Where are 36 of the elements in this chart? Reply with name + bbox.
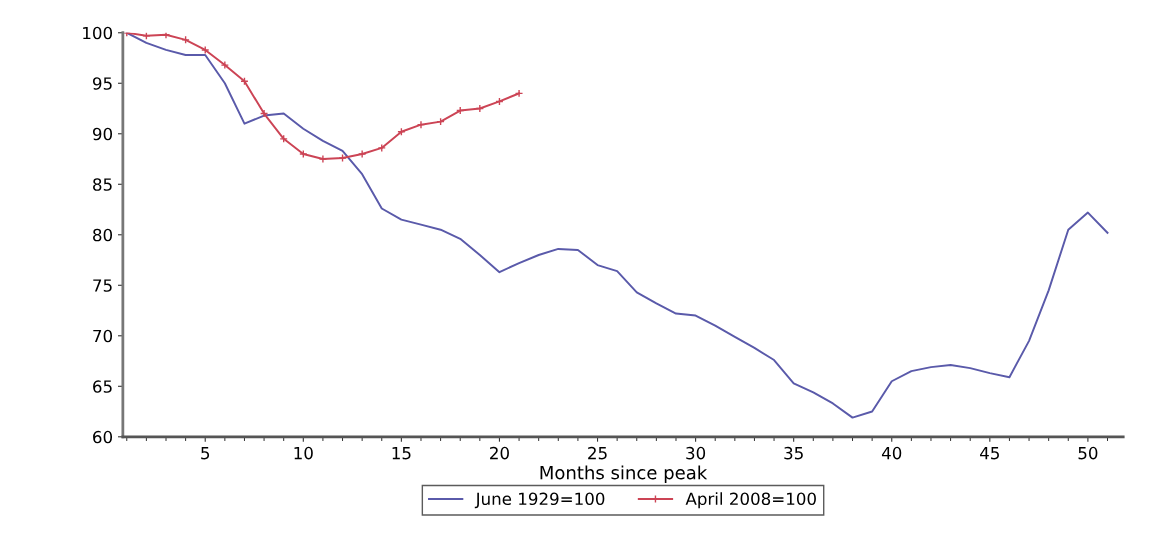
x-tick-label: 35 [784, 446, 803, 460]
y-tick-label: 80 [93, 228, 113, 242]
x-tick-label: 5 [201, 447, 210, 460]
x-tick-label: 25 [588, 446, 607, 460]
x-tick-label: 45 [980, 447, 999, 460]
point [318, 154, 328, 164]
legend-label: June 1929=100 [474, 492, 605, 509]
point [514, 89, 524, 98]
point [338, 153, 347, 163]
point [475, 104, 485, 113]
point [377, 143, 386, 153]
x-axis-title: Months since peak [540, 465, 708, 483]
point [201, 45, 210, 55]
x-tick-label: 40 [881, 446, 902, 460]
x-tick-label: 50 [1078, 446, 1098, 460]
point [220, 60, 230, 70]
point [299, 149, 308, 159]
line-series [125, 32, 1109, 419]
y-tick-label: 85 [93, 178, 112, 191]
x-tick-label: 30 [686, 446, 706, 460]
y-tick-label: 60 [93, 430, 113, 444]
point [279, 134, 288, 143]
x-tick-label: 10 [294, 446, 313, 460]
point [357, 149, 367, 159]
y-tick-label: 70 [93, 329, 113, 343]
y-tick-label: 90 [92, 127, 113, 141]
point [416, 120, 426, 129]
x-tick-label: 20 [490, 446, 509, 460]
y-tick-label: 65 [93, 380, 112, 393]
point [259, 109, 269, 118]
y-tick-label: 75 [93, 279, 112, 292]
x-tick-label: 15 [392, 447, 411, 460]
y-tick-label: 95 [92, 77, 112, 90]
point [181, 35, 190, 44]
y-tick-label: 100 [83, 26, 113, 40]
legend-label: April 2008=100 [685, 492, 816, 509]
